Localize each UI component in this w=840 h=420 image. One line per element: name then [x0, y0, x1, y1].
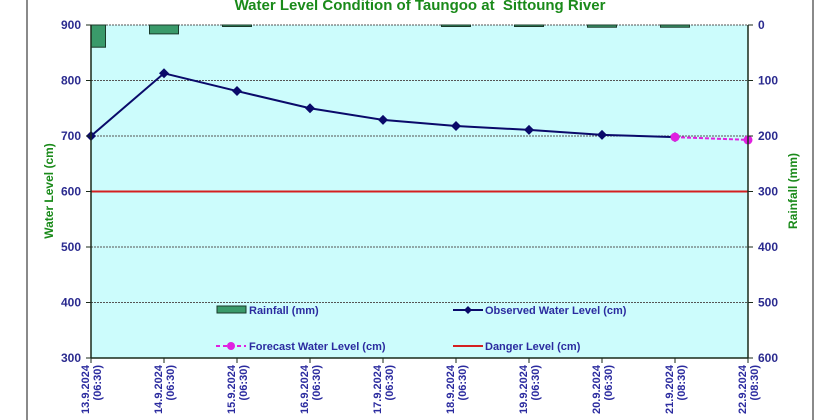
x-tick-label: (06:30) [530, 365, 542, 401]
x-tick-label-group: 20.9.2024 (06:30) [591, 364, 615, 414]
x-tick-label-group: 18.9.2024 (06:30) [445, 364, 469, 414]
y-tick-label: 500 [61, 240, 81, 254]
x-tick-label: (06:30) [457, 365, 469, 401]
x-tick-label-group: 22.9.2024 (08:30) [737, 364, 761, 414]
observed-point [232, 86, 242, 97]
rainfall-bar [514, 24, 544, 27]
y2-tick-label: 400 [758, 240, 778, 254]
legend-rainfall-swatch [216, 305, 247, 314]
rainfall-bar [90, 24, 106, 48]
x-tick-label: 17.9.2024 [372, 364, 384, 414]
legend-forecast-marker [227, 342, 235, 350]
x-tick-label: 18.9.2024 [445, 364, 457, 414]
rainfall-bar [660, 24, 690, 28]
x-tick-label-group: 13.9.2024 (06:30) [80, 364, 104, 414]
y2-tick-label: 200 [758, 129, 778, 143]
observed-point [378, 114, 388, 125]
legend-observed-label: Observed Water Level (cm) [485, 305, 627, 317]
x-tick-label: 22.9.2024 [737, 364, 749, 414]
rainfall-bar [222, 24, 252, 27]
x-tick-label: (06:30) [311, 365, 323, 401]
x-tick-label: (06:30) [92, 365, 104, 401]
x-tick-label: (06:30) [603, 365, 615, 401]
x-tick-label-group: 17.9.2024 (06:30) [372, 364, 396, 414]
observed-point [305, 103, 315, 114]
y2-axis-title: Rainfall (mm) [786, 153, 800, 229]
x-tick-label: 13.9.2024 [80, 364, 92, 414]
y-tick-label: 800 [61, 74, 81, 88]
legend: Rainfall (mm) Observed Water Level (cm) Fo… [216, 305, 627, 353]
y2-tick-label: 100 [758, 74, 778, 88]
forecast-point [670, 132, 680, 142]
x-tick-label-group: 15.9.2024 (06:30) [226, 364, 250, 414]
x-axis-ticks: 13.9.2024 (06:30) 14.9.2024 (06:30) 15.9.202… [80, 358, 761, 414]
legend-forecast-label: Forecast Water Level (cm) [249, 341, 386, 353]
y-tick-label: 600 [61, 185, 81, 199]
rainfall-bar [441, 24, 471, 27]
y-axis-title: Water Level (cm) [42, 143, 56, 239]
x-tick-label: (06:30) [238, 365, 250, 401]
x-tick-label: 15.9.2024 [226, 364, 238, 414]
x-tick-label: (08:30) [676, 365, 688, 401]
x-tick-label-group: 16.9.2024 (06:30) [299, 364, 323, 414]
legend-rainfall-label: Rainfall (mm) [249, 305, 319, 317]
y-tick-label: 300 [61, 351, 81, 365]
chart-frame-left-border [26, 0, 28, 420]
y2-tick-label: 0 [758, 18, 765, 32]
observed-point [159, 68, 169, 79]
x-tick-label: 14.9.2024 [153, 364, 165, 414]
y2-tick-label: 500 [758, 296, 778, 310]
x-tick-label-group: 21.9.2024 (08:30) [664, 364, 688, 414]
x-tick-label: (06:30) [165, 365, 177, 401]
rainfall-bar [587, 24, 617, 28]
y2-tick-label: 600 [758, 351, 778, 365]
y2-tick-label: 300 [758, 185, 778, 199]
x-tick-label: (08:30) [749, 365, 761, 401]
x-tick-label: 21.9.2024 [664, 364, 676, 414]
x-tick-label: 20.9.2024 [591, 364, 603, 414]
legend-observed-marker [464, 306, 472, 314]
y-tick-label: 400 [61, 296, 81, 310]
y-tick-label: 900 [61, 18, 81, 32]
chart-title: Water Level Condition of Taungoo at Sitt… [234, 0, 606, 14]
x-tick-label-group: 19.9.2024 (06:30) [518, 364, 542, 414]
observed-point [597, 129, 607, 140]
rainfall-bar [149, 24, 179, 35]
x-tick-label: 19.9.2024 [518, 364, 530, 414]
x-tick-label: 16.9.2024 [299, 364, 311, 414]
chart-frame-right-border [812, 0, 814, 420]
x-tick-label-group: 14.9.2024 (06:30) [153, 364, 177, 414]
observed-water-level-series [86, 68, 680, 143]
forecast-water-level-series [670, 132, 753, 145]
rainfall-bars [90, 24, 690, 48]
y-tick-label: 700 [61, 129, 81, 143]
legend-danger-label: Danger Level (cm) [485, 341, 581, 353]
left-axis-ticks: 900 800 700 600 500 400 300 [61, 18, 91, 365]
observed-point [524, 124, 534, 135]
forecast-line [674, 136, 749, 141]
right-axis-ticks: 0 100 200 300 400 500 600 [748, 18, 778, 365]
x-tick-label: (06:30) [384, 365, 396, 401]
observed-point [451, 121, 461, 132]
